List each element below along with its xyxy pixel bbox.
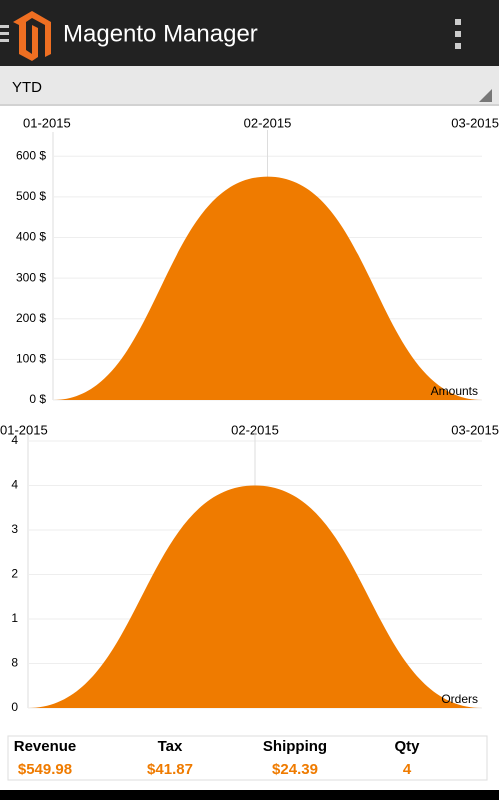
- app-title: Magento Manager: [63, 20, 258, 47]
- summary-header: Qty: [394, 738, 420, 755]
- summary-value: $24.39: [272, 761, 318, 778]
- y-tick-label: 500 $: [16, 189, 46, 203]
- legend-label: Orders: [441, 692, 478, 706]
- y-tick-label: 100 $: [16, 352, 46, 366]
- summary-header: Tax: [158, 738, 183, 755]
- y-tick-label: 300 $: [16, 270, 46, 284]
- summary-value: $41.87: [147, 761, 193, 778]
- area: [53, 176, 482, 400]
- summary-header: Shipping: [263, 738, 327, 755]
- x-tick-label: 03-2015: [451, 115, 499, 130]
- dot: [455, 19, 461, 25]
- legend-label: Amounts: [431, 384, 478, 398]
- summary-value: $549.98: [18, 761, 72, 778]
- x-tick-label: 01-2015: [0, 422, 48, 437]
- y-tick-label: 4: [11, 433, 18, 447]
- area: [28, 485, 482, 708]
- overflow-menu[interactable]: [455, 19, 461, 49]
- dot: [455, 43, 461, 49]
- nav-bar: [0, 790, 499, 800]
- x-tick-label: 02-2015: [231, 422, 279, 437]
- y-tick-label: 2: [11, 567, 18, 581]
- spinner-arrow: [479, 89, 492, 102]
- x-tick-label: 03-2015: [451, 422, 499, 437]
- menu-line: [0, 32, 9, 35]
- y-tick-label: 400 $: [16, 230, 46, 244]
- x-tick-label: 01-2015: [23, 115, 71, 130]
- period-label: YTD: [12, 79, 42, 96]
- menu-icon[interactable]: [0, 25, 9, 42]
- y-tick-label: 4: [11, 478, 18, 492]
- y-tick-label: 0: [11, 700, 18, 714]
- y-tick-label: 600 $: [16, 148, 46, 162]
- y-tick-label: 200 $: [16, 311, 46, 325]
- y-tick-label: 1: [11, 611, 18, 625]
- app-bar: [0, 0, 499, 66]
- dot: [455, 31, 461, 37]
- summary-box: [7, 735, 488, 781]
- period-spinner[interactable]: [0, 66, 499, 106]
- summary-header: Revenue: [14, 738, 77, 755]
- y-tick-label: 8: [11, 656, 18, 670]
- menu-line: [0, 25, 9, 28]
- summary-value: 4: [403, 761, 412, 778]
- y-tick-label: 0 $: [29, 392, 46, 406]
- y-tick-label: 3: [11, 522, 18, 536]
- x-tick-label: 02-2015: [244, 115, 292, 130]
- menu-line: [0, 39, 9, 42]
- logo: [13, 11, 51, 61]
